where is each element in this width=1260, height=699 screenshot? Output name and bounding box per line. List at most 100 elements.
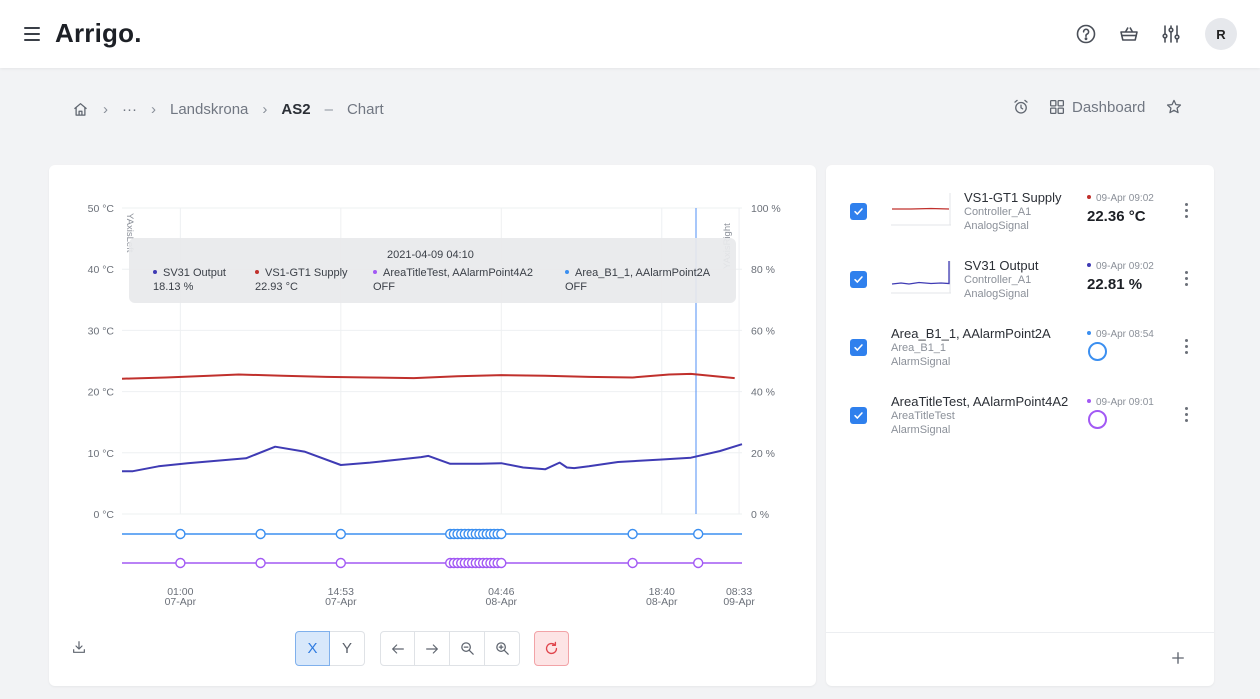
x-tick-time: 18:40 xyxy=(649,586,675,598)
download-icon[interactable] xyxy=(71,639,87,660)
signal-timestamp: 09-Apr 09:02 xyxy=(1087,193,1154,204)
alarm-status-icon xyxy=(1088,410,1107,429)
signal-time: 09-Apr 08:54 xyxy=(1096,329,1154,340)
tooltip-item: AreaTitleTest, AAlarmPoint4A2 OFF xyxy=(373,266,533,294)
signal-timestamp: 09-Apr 09:02 xyxy=(1087,261,1154,272)
x-tick-time: 04:46 xyxy=(488,586,514,598)
user-avatar[interactable]: R xyxy=(1205,18,1237,50)
signal-checkbox[interactable] xyxy=(850,203,867,220)
more-options-icon[interactable] xyxy=(1184,271,1190,287)
signal-checkbox[interactable] xyxy=(850,407,867,424)
breadcrumb-ellipsis[interactable]: ··· xyxy=(122,100,137,118)
navigation-group xyxy=(380,631,520,666)
refresh-group xyxy=(534,631,569,666)
status-dot xyxy=(1087,263,1091,268)
zoom-out-button[interactable] xyxy=(450,631,485,666)
signal-time: 09-Apr 09:02 xyxy=(1096,193,1154,204)
status-dot xyxy=(1087,195,1091,200)
chevron-right-icon: › xyxy=(151,100,156,118)
series-dot xyxy=(565,270,569,275)
series-line xyxy=(121,372,735,380)
grid-icon xyxy=(1048,98,1066,116)
zoom-in-icon xyxy=(495,642,509,655)
y-left-tick-label: 30 °C xyxy=(88,325,115,337)
x-tick-date: 07-Apr xyxy=(325,596,357,608)
series-dot xyxy=(373,270,377,275)
y-axis-button[interactable]: Y xyxy=(330,631,365,666)
help-icon[interactable] xyxy=(1074,22,1098,46)
tooltip-series-value: 22.93 °C xyxy=(255,281,298,293)
series-dot xyxy=(153,270,157,275)
checkmark-icon xyxy=(854,344,863,351)
signal-type: AlarmSignal xyxy=(891,355,951,368)
signal-list-card: VS1-GT1 Supply Controller_A1 AnalogSigna… xyxy=(826,165,1214,686)
event-marker xyxy=(627,557,638,569)
zoom-in-button[interactable] xyxy=(485,631,520,666)
x-tick-time: 14:53 xyxy=(328,586,354,598)
sliders-icon[interactable] xyxy=(1159,22,1183,46)
x-axis-button[interactable]: X xyxy=(295,631,330,666)
chart-svg[interactable]: 50 °C 100 % 40 °C 80 % 30 °C 60 % 20 °C 40 % 10 … xyxy=(49,165,816,615)
signal-type: AlarmSignal xyxy=(891,423,951,436)
zoom-out-icon xyxy=(460,642,474,655)
signal-name: SV31 Output xyxy=(964,258,1039,273)
menu-icon[interactable] xyxy=(24,26,42,42)
chart-card: 50 °C 100 % 40 °C 80 % 30 °C 60 % 20 °C 40 % 10 … xyxy=(49,165,816,686)
signal-checkbox[interactable] xyxy=(850,271,867,288)
y-left-tick-label: 10 °C xyxy=(88,448,115,460)
more-options-icon[interactable] xyxy=(1184,407,1190,423)
event-marker xyxy=(255,557,266,569)
chart-tooltip: 2021-04-09 04:10 SV31 Output 18.13 % VS1… xyxy=(129,238,736,303)
event-marker xyxy=(693,528,704,540)
tooltip-item: VS1-GT1 Supply 22.93 °C xyxy=(255,266,348,294)
arrow-left-icon xyxy=(391,643,404,654)
tooltip-series-name: Area_B1_1, AAlarmPoint2A xyxy=(575,267,711,279)
tooltip-series-value: OFF xyxy=(373,281,395,293)
y-left-tick-label: 0 °C xyxy=(93,509,114,521)
top-bar: Arrigo. R xyxy=(0,0,1260,68)
home-icon[interactable] xyxy=(72,101,89,118)
signal-name: AreaTitleTest, AAlarmPoint4A2 xyxy=(891,394,1069,409)
x-tick-date: 08-Apr xyxy=(646,596,678,608)
refresh-button[interactable] xyxy=(534,631,569,666)
axis-toggle-group: X Y xyxy=(295,631,365,666)
pan-left-button[interactable] xyxy=(380,631,415,666)
y-left-tick-label: 20 °C xyxy=(88,387,115,399)
x-tick-time: 01:00 xyxy=(167,586,193,598)
dashboard-button[interactable]: Dashboard xyxy=(1048,98,1145,116)
signal-timestamp: 09-Apr 09:01 xyxy=(1087,397,1154,408)
event-marker xyxy=(175,528,186,540)
status-dot xyxy=(1087,331,1091,336)
breadcrumb-landskrona[interactable]: Landskrona xyxy=(170,100,249,118)
y-right-tick-label: 20 % xyxy=(751,448,775,460)
signal-value: 22.81 % xyxy=(1087,276,1143,293)
alarm-clock-icon[interactable] xyxy=(1012,98,1030,116)
arrow-right-icon xyxy=(426,643,438,654)
signal-row[interactable]: AreaTitleTest, AAlarmPoint4A2 AreaTitleT… xyxy=(826,385,1214,453)
signal-name: Area_B1_1, AAlarmPoint2A xyxy=(891,326,1051,341)
y-right-tick-label: 100 % xyxy=(751,203,781,215)
event-marker xyxy=(496,557,507,569)
signal-row[interactable]: Area_B1_1, AAlarmPoint2A Area_B1_1 Alarm… xyxy=(826,317,1214,385)
add-icon[interactable] xyxy=(1169,649,1187,667)
breadcrumb-dash: – xyxy=(324,100,333,118)
more-options-icon[interactable] xyxy=(1184,203,1190,219)
checkmark-icon xyxy=(854,276,863,283)
star-icon[interactable] xyxy=(1165,98,1183,116)
signal-checkbox[interactable] xyxy=(850,339,867,356)
signal-row[interactable]: VS1-GT1 Supply Controller_A1 AnalogSigna… xyxy=(826,181,1214,249)
signal-row[interactable]: SV31 Output Controller_A1 AnalogSignal 0… xyxy=(826,249,1214,317)
y-right-tick-label: 60 % xyxy=(751,325,775,337)
alarm-status-icon xyxy=(1088,342,1107,361)
event-marker xyxy=(335,528,346,540)
signal-type: AnalogSignal xyxy=(964,287,1029,300)
signal-sparkline xyxy=(891,261,951,295)
basket-icon[interactable] xyxy=(1117,22,1141,46)
app-logo[interactable]: Arrigo. xyxy=(55,18,142,48)
tooltip-series-value: OFF xyxy=(565,281,587,293)
pan-right-button[interactable] xyxy=(415,631,450,666)
signal-controller: Controller_A1 xyxy=(964,274,1032,286)
signal-sparkline xyxy=(891,193,951,227)
more-options-icon[interactable] xyxy=(1184,339,1190,355)
signal-time: 09-Apr 09:01 xyxy=(1096,397,1154,408)
